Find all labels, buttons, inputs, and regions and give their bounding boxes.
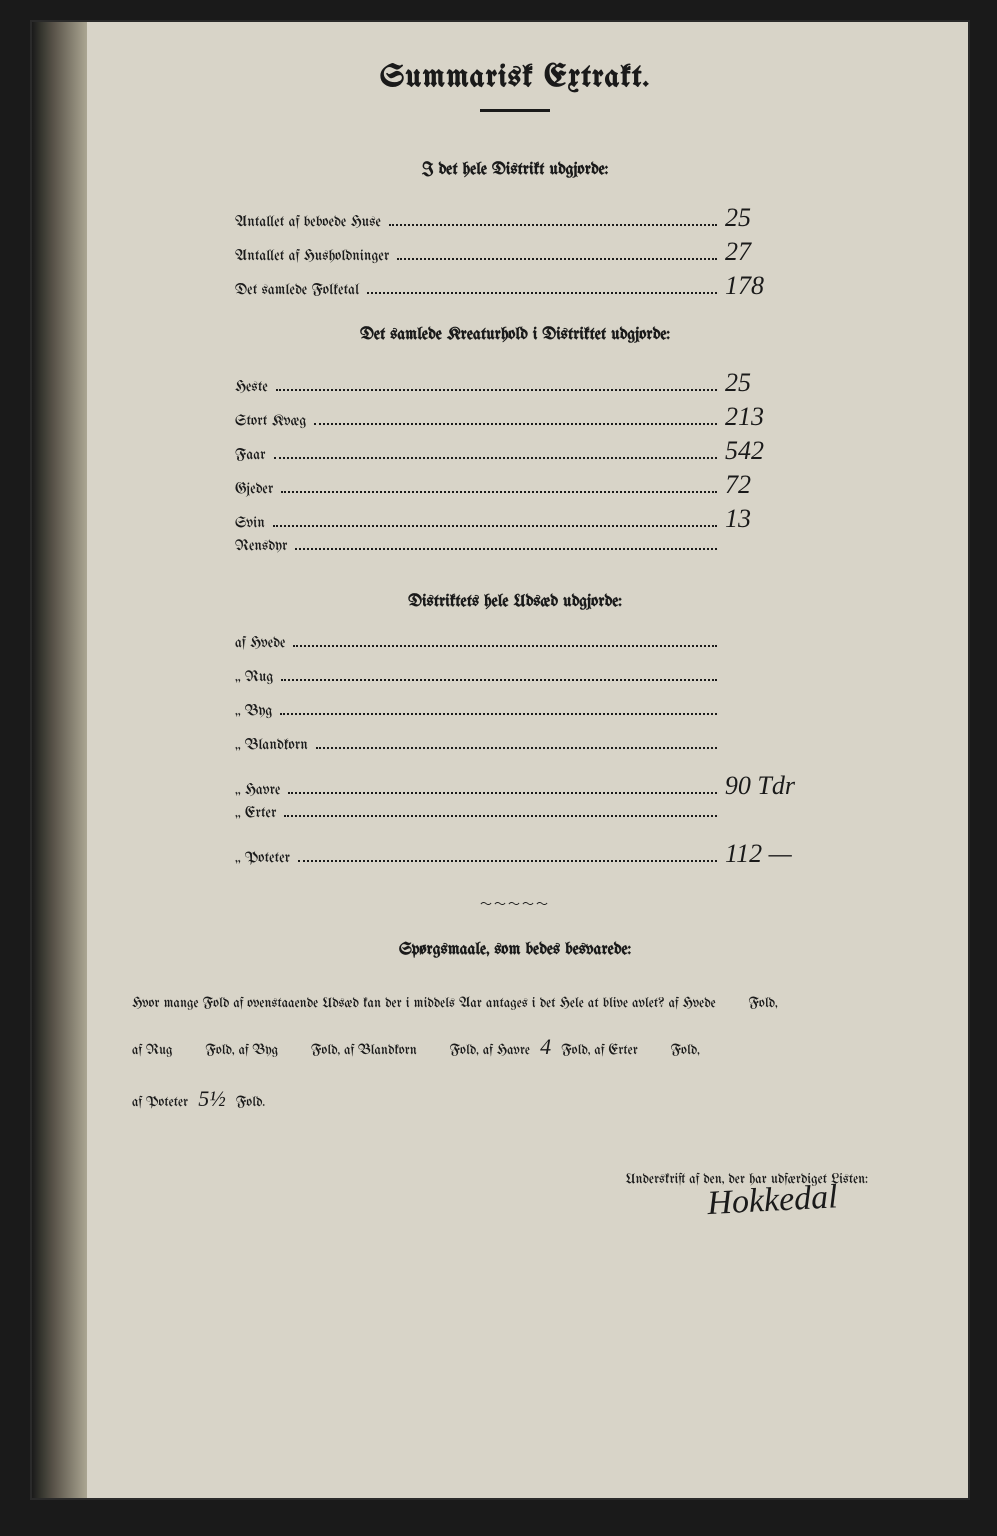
q-text: Fold, af Erter [561,1043,638,1058]
table-row: „ Rug [235,669,795,695]
questions-body: Hvor mange Fold af ovenstaaende Udsæd ka… [132,987,898,1126]
questions-heading: Spørgsmaale, som bedes besvarede: [122,942,908,959]
row-label: „ Erter [235,805,276,821]
q-text: af Poteter [132,1095,188,1110]
table-row: „ Poteter 112 — [235,839,795,865]
separator: ～～～～～ [460,895,570,912]
row-label: Svin [235,515,265,531]
row-label: „ Byg [235,703,272,719]
q-text: Fold, af Byg [205,1043,278,1058]
leader-dots [295,548,717,550]
row-value: 13 [725,504,795,534]
row-value: 213 [725,402,795,432]
row-value: 25 [725,368,795,398]
leader-dots [280,713,717,715]
section2-block: Heste 25 Stort Kvæg 213 Faar 542 Gjeder … [235,368,795,564]
row-label: Heste [235,379,268,395]
table-row: Antallet af beboede Huse 25 [235,203,795,229]
row-value: 72 [725,470,795,500]
leader-dots [314,423,717,425]
row-label: „ Rug [235,669,273,685]
row-label: Faar [235,447,266,463]
leader-dots [273,525,717,527]
q-text: Fold, af Havre [450,1043,530,1058]
section1-heading: I det hele Distrikt udgjorde: [122,162,908,179]
row-label: af Hvede [235,635,285,651]
document-page: Summarisk Extrakt. I det hele Distrikt u… [30,20,970,1500]
table-row: Faar 542 [235,436,795,462]
table-row: „ Havre 90 Tdr [235,771,795,797]
row-label: Rensdyr [235,538,287,554]
section3-block: af Hvede „ Rug „ Byg „ Blandkorn „ Havre… [235,635,795,865]
row-label: „ Poteter [235,850,290,866]
section3-heading: Distriktets hele Udsæd udgjorde: [122,594,908,611]
title-rule [480,109,550,112]
table-row: Rensdyr [235,538,795,564]
row-value: 25 [725,203,795,233]
row-label: „ Blandkorn [235,737,308,753]
table-row: af Hvede [235,635,795,661]
row-label: „ Havre [235,782,280,798]
signature: Hokkedal [121,1178,838,1253]
section1-block: Antallet af beboede Huse 25 Antallet af … [235,203,795,297]
q-text: Fold. [236,1095,265,1110]
table-row: Antallet af Husholdninger 27 [235,237,795,263]
table-row: Svin 13 [235,504,795,530]
q-text: Hvor mange Fold af ovenstaaende Udsæd ka… [132,996,716,1011]
table-row: „ Erter [235,805,795,831]
section2-heading: Det samlede Kreaturhold i Distriktet udg… [122,327,908,344]
table-row: „ Byg [235,703,795,729]
row-label: Det samlede Folketal [235,282,359,298]
row-value: 27 [725,237,795,267]
row-value: 112 — [725,839,795,869]
row-value: 178 [725,271,795,301]
leader-dots [389,224,717,226]
binding-edge [32,22,87,1498]
table-row: Gjeder 72 [235,470,795,496]
q-text: Fold, [748,996,777,1011]
leader-dots [367,292,717,294]
row-label: Antallet af beboede Huse [235,214,381,230]
leader-dots [298,860,717,862]
leader-dots [288,792,716,794]
leader-dots [284,815,717,817]
leader-dots [281,679,717,681]
q-text: af Rug [132,1043,173,1058]
page-title: Summarisk Extrakt. [122,62,908,95]
table-row: Stort Kvæg 213 [235,402,795,428]
leader-dots [274,457,717,459]
havre-fold-value: 4 [534,1034,557,1059]
row-value: 542 [725,436,795,466]
row-label: Gjeder [235,481,273,497]
leader-dots [397,258,717,260]
table-row: Heste 25 [235,368,795,394]
q-text: Fold, af Blandkorn [311,1043,417,1058]
table-row: „ Blandkorn [235,737,795,763]
q-text: Fold, [671,1043,700,1058]
leader-dots [276,389,717,391]
table-row: Det samlede Folketal 178 [235,271,795,297]
leader-dots [281,491,717,493]
row-label: Antallet af Husholdninger [235,248,389,264]
leader-dots [316,747,717,749]
row-value: 90 Tdr [725,771,795,801]
leader-dots [293,645,717,647]
row-label: Stort Kvæg [235,413,306,429]
poteter-fold-value: 5½ [192,1086,232,1111]
